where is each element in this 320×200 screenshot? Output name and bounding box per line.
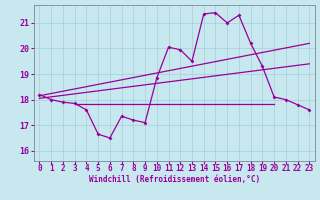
X-axis label: Windchill (Refroidissement éolien,°C): Windchill (Refroidissement éolien,°C) — [89, 175, 260, 184]
